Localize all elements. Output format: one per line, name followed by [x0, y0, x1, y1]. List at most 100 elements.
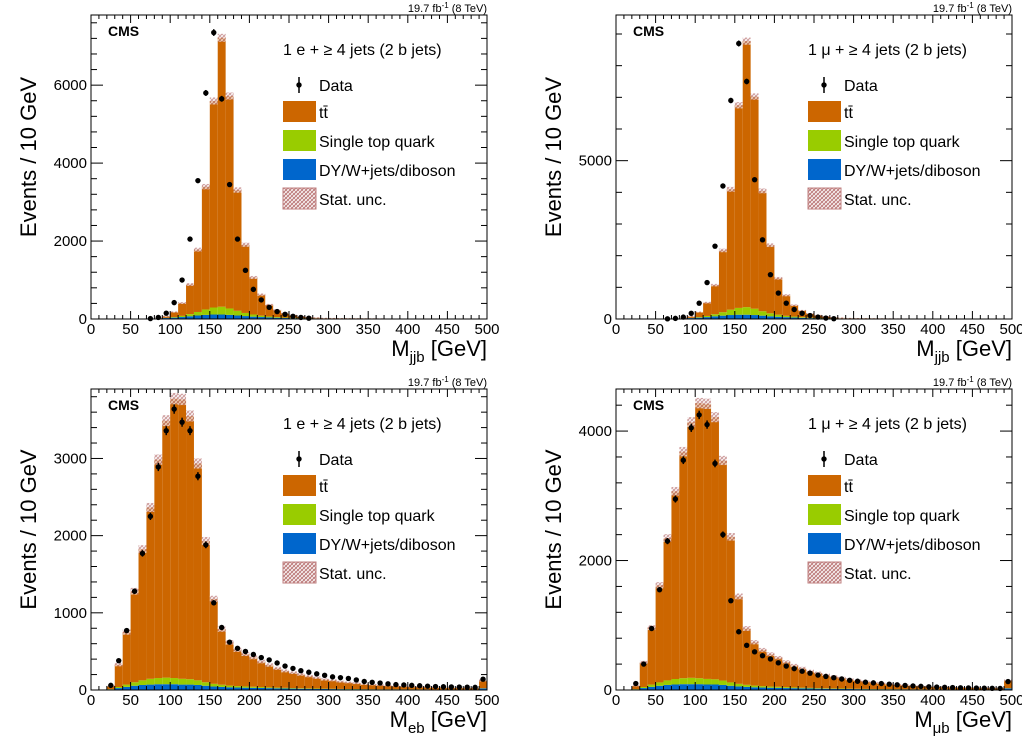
data-point: [267, 305, 272, 310]
ttbar-bar: [751, 642, 759, 685]
stat-unc-band: [695, 398, 703, 408]
y-axis-label: Events / 10 GeV: [16, 77, 41, 238]
legend-swatch-statunc: [283, 188, 316, 209]
legend-swatch-singletop: [808, 504, 841, 525]
data-point: [401, 682, 406, 687]
stat-unc-band: [115, 663, 123, 666]
y-tick-label: 0: [79, 682, 87, 699]
stat-unc-band: [687, 316, 695, 317]
data-point: [689, 311, 694, 316]
singletop-bar: [719, 681, 727, 685]
data-point: [784, 300, 789, 305]
y-tick-label: 1000: [54, 605, 87, 622]
legend-swatch-ttbar: [808, 475, 841, 496]
stat-unc-band: [782, 294, 790, 296]
data-point: [776, 660, 781, 665]
singletop-bar: [139, 680, 147, 685]
stat-unc-band: [759, 648, 767, 652]
y-tick-label: 0: [604, 311, 612, 328]
data-point: [187, 428, 192, 433]
dyw-bar: [743, 315, 751, 319]
stat-unc-band: [759, 188, 767, 193]
ttbar-bar: [131, 591, 139, 682]
data-point: [902, 683, 907, 688]
data-point: [203, 90, 208, 95]
data-point: [712, 243, 717, 248]
legend-label-statunc: Stat. unc.: [319, 192, 387, 209]
data-point: [132, 589, 137, 594]
ttbar-bar: [711, 417, 719, 679]
singletop-bar: [806, 688, 814, 689]
stat-unc-band: [679, 447, 687, 456]
stat-unc-band: [289, 671, 297, 674]
x-tick-label: 350: [356, 692, 381, 709]
data-point: [665, 538, 670, 543]
x-tick-label: 50: [647, 692, 664, 709]
data-point: [744, 79, 749, 84]
data-point: [950, 685, 955, 690]
data-point: [298, 668, 303, 673]
data-point: [164, 428, 169, 433]
singletop-bar: [218, 685, 226, 687]
x-tick-label: 350: [881, 321, 906, 338]
dyw-bar: [695, 684, 703, 690]
stat-unc-band: [751, 640, 759, 644]
data-point: [449, 684, 454, 689]
legend-swatch-singletop: [283, 130, 316, 151]
singletop-bar: [711, 314, 719, 316]
data-point: [649, 626, 654, 631]
legend-swatch-singletop: [808, 130, 841, 151]
singletop-bar: [774, 687, 782, 688]
stat-unc-band: [774, 277, 782, 280]
data-point: [472, 685, 477, 690]
x-tick-label: 200: [762, 321, 787, 338]
ttbar-bar: [218, 38, 226, 307]
ttbar-bar: [226, 642, 234, 685]
data-point: [108, 683, 113, 688]
stat-unc-band: [273, 667, 281, 670]
stat-unc-band: [297, 673, 305, 676]
stat-unc-band: [766, 243, 774, 247]
data-point: [179, 419, 184, 424]
stat-unc-band: [162, 415, 170, 426]
legend-data-label: Data: [844, 78, 878, 95]
data-point: [657, 587, 662, 592]
singletop-bar: [759, 311, 767, 315]
y-tick-label: 4000: [579, 423, 612, 440]
data-point: [823, 674, 828, 679]
dyw-bar: [664, 685, 672, 690]
lumi-label: 19.7 fb-1 (8 TeV): [933, 375, 1012, 389]
data-point: [251, 652, 256, 657]
ttbar-bar: [656, 585, 664, 682]
ttbar-bar: [241, 654, 249, 686]
data-point: [417, 683, 422, 688]
data-point: [689, 425, 694, 430]
data-point: [768, 272, 773, 277]
data-point: [673, 496, 678, 501]
data-point: [696, 412, 701, 417]
data-point: [377, 680, 382, 685]
singletop-bar: [790, 687, 798, 688]
data-point: [203, 542, 208, 547]
ttbar-bar: [139, 549, 147, 680]
singletop-bar: [123, 685, 131, 687]
ttbar-bar: [170, 399, 178, 678]
stat-unc-band: [178, 394, 186, 405]
stat-unc-band: [226, 93, 234, 100]
dyw-bar: [139, 685, 147, 690]
data-point: [720, 183, 725, 188]
singletop-bar: [798, 688, 806, 689]
dyw-bar: [131, 686, 139, 690]
data-point: [465, 685, 470, 690]
singletop-bar: [210, 308, 218, 315]
ttbar-bar: [305, 676, 313, 688]
dyw-bar: [735, 315, 743, 319]
x-tick-label: 0: [612, 321, 620, 338]
ttbar-bar: [178, 303, 186, 316]
singletop-bar: [115, 687, 123, 688]
singletop-bar: [711, 679, 719, 684]
data-point: [290, 314, 295, 319]
singletop-bar: [249, 687, 257, 688]
data-point: [306, 670, 311, 675]
